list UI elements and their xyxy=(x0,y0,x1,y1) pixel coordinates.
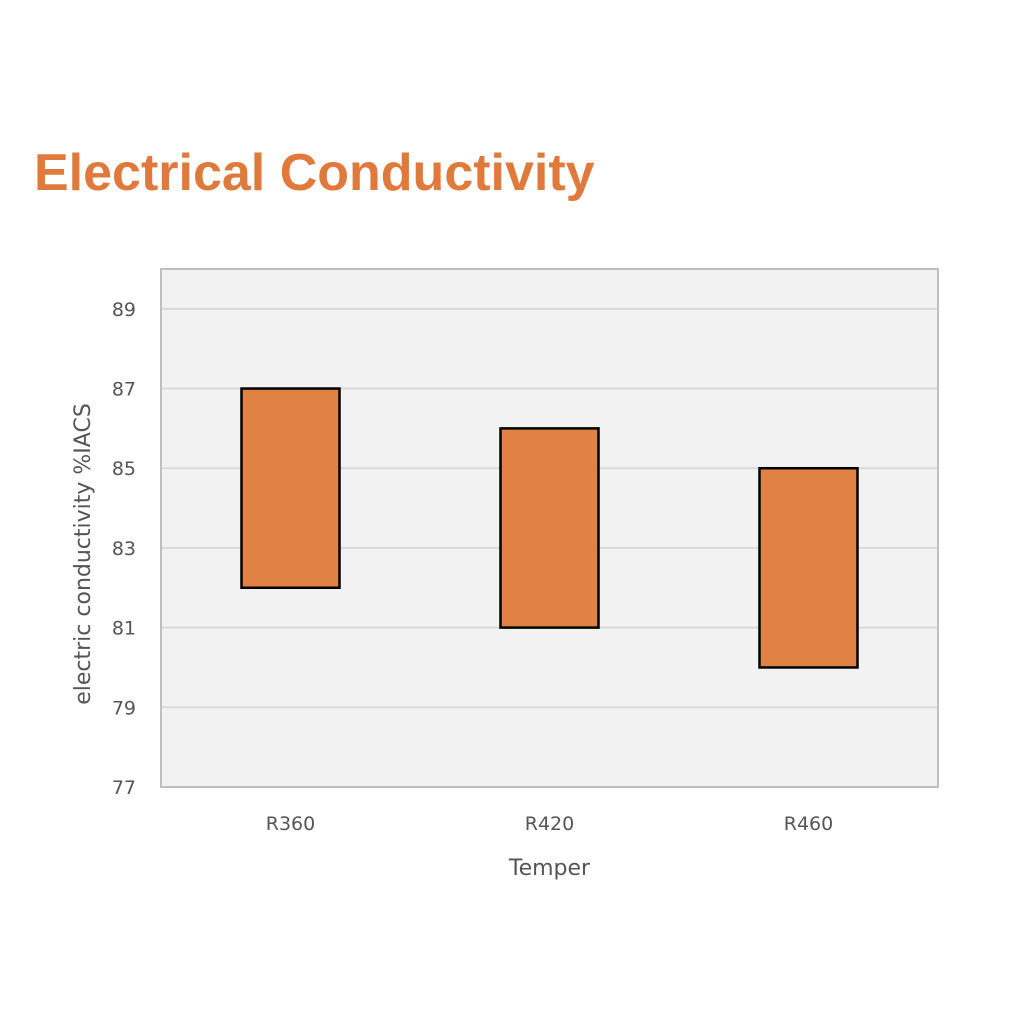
plot-border xyxy=(160,268,939,788)
y-tick-label: 87 xyxy=(112,379,136,401)
y-tick-label: 77 xyxy=(112,777,136,799)
x-axis-title: Temper xyxy=(508,856,591,881)
y-tick-label: 83 xyxy=(112,538,136,560)
x-tick-label: R420 xyxy=(525,813,574,835)
x-tick-label: R460 xyxy=(784,813,833,835)
y-tick-label: 81 xyxy=(112,618,136,640)
bars xyxy=(240,387,859,669)
y-axis-title: electric conductivity %IACS xyxy=(71,403,96,705)
x-tick-label: R360 xyxy=(266,813,315,835)
bar-r420 xyxy=(499,427,600,629)
y-tick-label: 79 xyxy=(112,697,136,719)
y-axis-ticks: 77 79 81 83 85 87 89 xyxy=(112,299,136,799)
bar-r360 xyxy=(240,387,341,590)
y-tick-label: 85 xyxy=(112,458,136,480)
page-title: Electrical Conductivity xyxy=(34,144,595,202)
y-tick-label: 89 xyxy=(112,299,136,321)
bar-r460 xyxy=(758,466,859,669)
x-axis-ticks: R360 R420 R460 xyxy=(266,813,833,835)
